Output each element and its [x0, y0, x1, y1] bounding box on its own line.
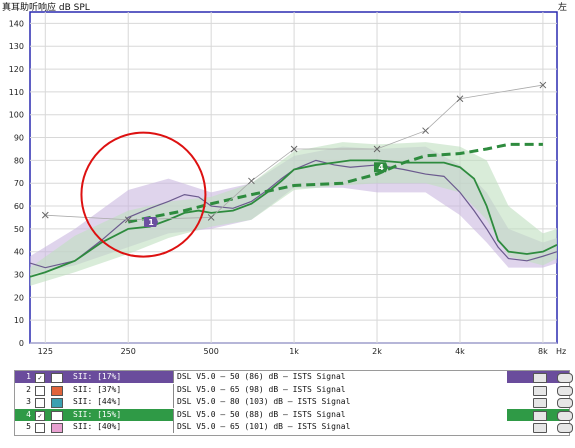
y-tick-label: 30 — [14, 271, 24, 280]
legend-description: DSL V5.0 — 50 (86) dB — ISTS Signal — [173, 371, 507, 383]
legend-color-swatch — [51, 373, 63, 383]
legend-color-swatch — [51, 423, 63, 434]
y-tick-label: 100 — [9, 111, 24, 120]
ucl-point — [539, 81, 547, 89]
ucl-point — [290, 145, 298, 153]
x-unit-label: Hz — [556, 347, 566, 356]
legend-checkbox[interactable]: ✓ — [35, 373, 45, 383]
legend-checkbox[interactable] — [35, 385, 45, 396]
legend-row[interactable]: 4 ✓ SII: [15%] DSL V5.0 — 50 (88) dB — ISTS… — [15, 408, 573, 421]
y-tick-label: 50 — [14, 225, 24, 234]
curve-marker-label: 1 — [148, 218, 154, 227]
y-tick-label: 20 — [14, 293, 24, 302]
legend-row[interactable]: 5 SII: [40%] DSL V5.0 — 65 (101) dB — ISTS… — [15, 421, 573, 434]
curve-legend: 1 ✓ SII: [17%] DSL V5.0 — 50 (86) dB — ISTS… — [14, 370, 573, 436]
visibility-icon[interactable] — [557, 410, 573, 421]
visibility-icon[interactable] — [557, 398, 573, 409]
ucl-point — [124, 216, 132, 224]
ucl-point — [422, 127, 429, 135]
legend-description: DSL V5.0 — 65 (98) dB — ISTS Signal — [173, 383, 507, 396]
response-line — [29, 159, 558, 269]
y-tick-label: 10 — [14, 316, 24, 325]
legend-checkbox[interactable] — [35, 423, 45, 434]
legend-checkbox[interactable] — [35, 398, 45, 409]
legend-color-swatch — [51, 398, 63, 409]
legend-row-number: 4 — [26, 409, 31, 419]
x-tick-label: 4k — [455, 347, 465, 356]
y-tick-label: 60 — [14, 202, 24, 211]
x-tick-label: 250 — [121, 347, 136, 356]
visibility-icon[interactable] — [557, 423, 573, 434]
legend-color-swatch — [51, 385, 63, 396]
legend-row-number: 3 — [26, 397, 31, 407]
edit-icon[interactable] — [533, 423, 547, 434]
legend-description: DSL V5.0 — 50 (88) dB — ISTS Signal — [173, 408, 507, 421]
y-tick-label: 120 — [9, 65, 24, 74]
x-tick-label: 500 — [204, 347, 219, 356]
ucl-point — [207, 214, 215, 221]
chart-area: 0 10 20 30 40 50 60 70 80 90 100 110 120 130 140 125 250… — [9, 11, 566, 356]
legend-sii-value: SII: [37%] — [73, 384, 122, 394]
legend-row[interactable]: 3 SII: [44%] DSL V5.0 — 80 (103) dB — ISTS… — [15, 396, 573, 409]
x-tick-label: 8k — [538, 347, 548, 356]
x-tick-label: 2k — [372, 347, 382, 356]
curve-marker — [144, 217, 159, 228]
ucl-point — [41, 211, 49, 219]
legend-sii-value: SII: [17%] — [73, 372, 122, 381]
visibility-icon[interactable] — [557, 385, 573, 396]
legend-color-swatch — [51, 410, 63, 421]
visibility-icon[interactable] — [557, 373, 573, 383]
y-tick-label: 80 — [14, 156, 24, 165]
legend-row[interactable]: 1 ✓ SII: [17%] DSL V5.0 — 50 (86) dB — ISTS… — [15, 371, 573, 383]
highlight-circle — [80, 131, 207, 258]
legend-description: DSL V5.0 — 80 (103) dB — ISTS Signal — [173, 396, 507, 409]
legend-row-number: 5 — [26, 422, 31, 432]
edit-icon[interactable] — [533, 398, 547, 409]
edit-icon[interactable] — [533, 385, 547, 396]
y-tick-label: 70 — [14, 179, 24, 188]
edit-icon[interactable] — [533, 373, 547, 383]
legend-row-number: 2 — [26, 384, 31, 394]
y-tick-label: 130 — [9, 42, 24, 51]
legend-row-number: 1 — [26, 372, 31, 381]
chart-title: 真耳助听响应 dB SPL — [2, 3, 90, 13]
curve-marker — [373, 162, 388, 173]
y-tick-label: 90 — [14, 134, 24, 143]
y-tick-label: 110 — [9, 88, 24, 97]
legend-sii-value: SII: [40%] — [73, 422, 122, 432]
ucl-point — [456, 95, 464, 103]
curve-marker-label: 4 — [378, 163, 384, 172]
legend-description: DSL V5.0 — 65 (101) dB — ISTS Signal — [173, 421, 507, 434]
x-tick-label: 1k — [289, 347, 299, 356]
y-tick-label: 140 — [9, 19, 24, 28]
legend-sii-value: SII: [44%] — [73, 397, 122, 407]
range-band — [30, 142, 557, 286]
ear-side-label: 左 — [558, 3, 568, 13]
y-tick-label: 40 — [14, 248, 24, 257]
ucl-point — [373, 145, 381, 153]
legend-sii-value: SII: [15%] — [73, 409, 122, 419]
legend-checkbox[interactable]: ✓ — [35, 410, 45, 421]
x-tick-label: 125 — [38, 347, 53, 356]
target-line — [127, 142, 543, 224]
edit-icon[interactable] — [533, 410, 547, 421]
legend-row[interactable]: 2 SII: [37%] DSL V5.0 — 65 (98) dB — ISTS … — [15, 383, 573, 396]
y-tick-label: 0 — [19, 339, 24, 348]
ucl-point — [248, 177, 255, 185]
